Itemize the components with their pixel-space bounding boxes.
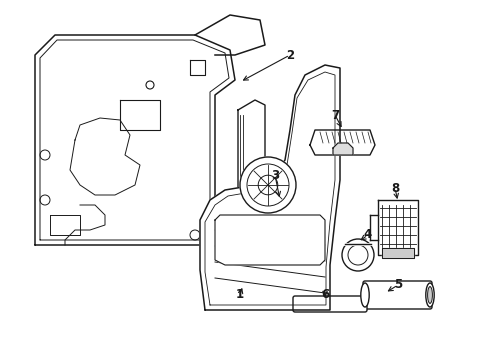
Text: 3: 3 (270, 168, 279, 181)
FancyBboxPatch shape (362, 281, 431, 309)
Text: 1: 1 (235, 288, 244, 302)
FancyBboxPatch shape (292, 296, 366, 312)
Text: 4: 4 (363, 229, 371, 242)
Text: 5: 5 (393, 279, 401, 292)
Polygon shape (381, 248, 413, 258)
Polygon shape (50, 215, 80, 235)
Ellipse shape (427, 287, 431, 303)
Polygon shape (190, 60, 204, 75)
Text: 8: 8 (390, 181, 398, 194)
Text: 6: 6 (320, 288, 328, 302)
Polygon shape (309, 130, 374, 155)
Circle shape (341, 239, 373, 271)
Polygon shape (215, 215, 325, 265)
Polygon shape (332, 143, 352, 155)
Polygon shape (70, 118, 140, 195)
Text: 2: 2 (285, 49, 293, 62)
Text: 7: 7 (330, 108, 338, 122)
Polygon shape (377, 200, 417, 255)
Polygon shape (35, 35, 235, 245)
Circle shape (240, 157, 295, 213)
Polygon shape (120, 100, 160, 130)
Polygon shape (200, 65, 339, 310)
Ellipse shape (360, 283, 368, 307)
Polygon shape (195, 15, 264, 55)
Ellipse shape (425, 283, 433, 307)
Polygon shape (238, 100, 264, 210)
